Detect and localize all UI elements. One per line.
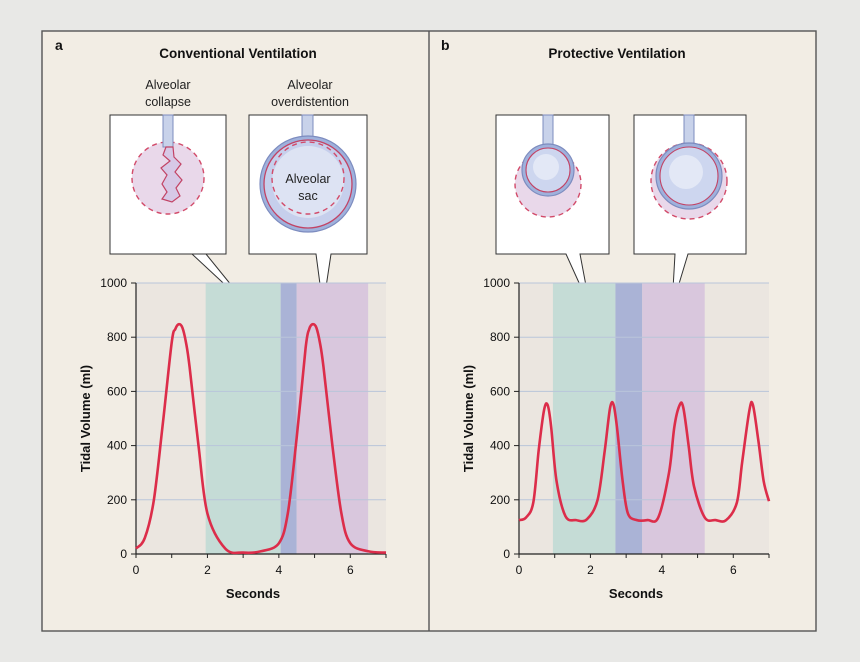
y-tick-label: 800 [107, 330, 127, 344]
shaded-band-blue [615, 283, 643, 554]
annotation-overdistention-line1: Alveolar [287, 78, 332, 92]
panel-a-letter: a [55, 37, 63, 53]
panel-a: a Conventional Ventilation Alveolar coll… [55, 37, 387, 601]
x-tick-label: 2 [204, 563, 211, 577]
x-tick-label: 0 [133, 563, 140, 577]
x-tick-label: 6 [730, 563, 737, 577]
x-tick-label: 4 [276, 563, 283, 577]
y-tick-label: 1000 [100, 276, 127, 290]
panel-b-title: Protective Ventilation [548, 46, 685, 61]
overdistended-alveolus-icon [259, 114, 357, 233]
y-tick-label: 400 [490, 439, 510, 453]
callout-overdistention: Alveolar sac [248, 114, 368, 308]
x-tick-label: 0 [516, 563, 523, 577]
shaded-band-purple [642, 283, 705, 554]
annotation-overdistention-line2: overdistention [271, 95, 349, 109]
x-tick-label: 4 [659, 563, 666, 577]
collapsed-alveolus-icon [131, 114, 205, 215]
protected-alveolus-icon [650, 114, 728, 220]
y-tick-label: 200 [107, 493, 127, 507]
callout-collapse [109, 114, 250, 308]
x-tick-label: 2 [587, 563, 594, 577]
y-tick-label: 0 [503, 547, 510, 561]
protected-alveolus-icon [514, 114, 582, 218]
y-tick-label: 600 [107, 384, 127, 398]
y-tick-label: 200 [490, 493, 510, 507]
annotation-sac-line1: Alveolar [285, 172, 330, 186]
x-tick-label: 6 [347, 563, 354, 577]
y-tick-label: 600 [490, 384, 510, 398]
annotation-collapse-line2: collapse [145, 95, 191, 109]
chart-b: 0 200 400 600 800 1000 0 2 4 6 Seconds Tidal Volume… [461, 276, 771, 601]
panel-a-title: Conventional Ventilation [159, 46, 317, 61]
y-tick-label: 800 [490, 330, 510, 344]
tidal-volume-line [518, 400, 771, 523]
callout-protective-right [633, 114, 747, 308]
chart-a: 0 200 400 600 800 1000 0 2 4 6 Seconds Tidal Volume… [78, 276, 387, 601]
y-tick-label: 400 [107, 439, 127, 453]
shaded-band-green [552, 283, 616, 554]
x-axis-label: Seconds [609, 586, 663, 601]
y-tick-label: 0 [120, 547, 127, 561]
panel-b: b Protective Ventilation [441, 37, 771, 601]
y-axis-label: Tidal Volume (ml) [461, 365, 476, 472]
x-axis-label: Seconds [226, 586, 280, 601]
tidal-volume-line [135, 322, 387, 555]
shaded-band-purple [296, 283, 369, 554]
annotation-collapse-line1: Alveolar [145, 78, 190, 92]
y-tick-label: 1000 [483, 276, 510, 290]
callout-protective-left [495, 114, 610, 308]
annotation-sac-line2: sac [298, 189, 317, 203]
y-axis-label: Tidal Volume (ml) [78, 365, 93, 472]
shaded-band-green [205, 283, 281, 554]
panel-b-letter: b [441, 37, 450, 53]
